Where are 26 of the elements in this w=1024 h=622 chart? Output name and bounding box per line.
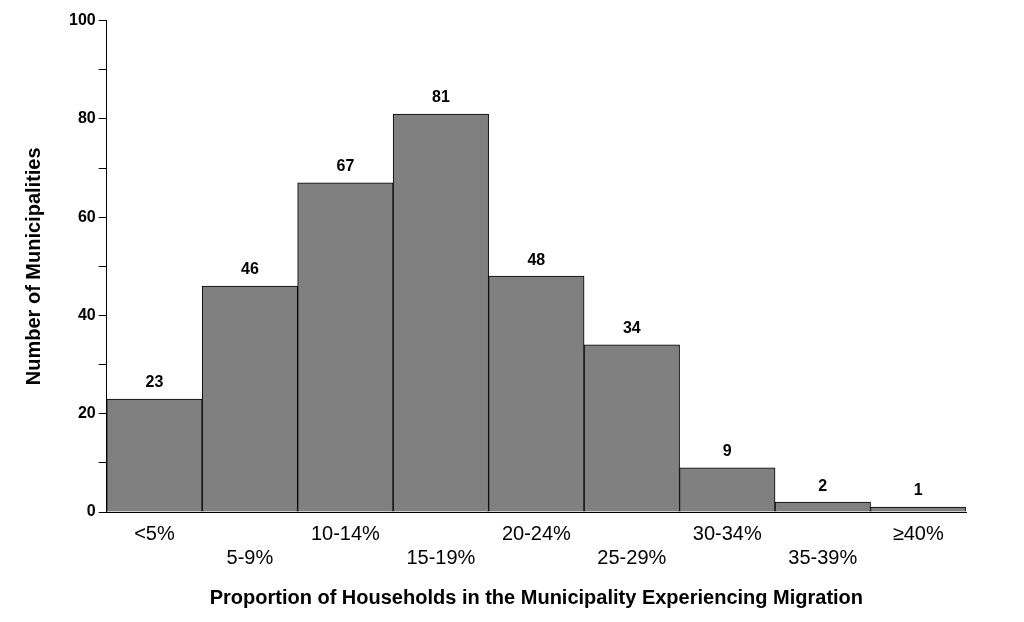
y-tick-label: 20 bbox=[77, 404, 96, 422]
y-tick-label: 60 bbox=[77, 207, 96, 225]
data-label: 34 bbox=[622, 319, 641, 337]
y-tick-label: 40 bbox=[77, 305, 96, 323]
data-label: 48 bbox=[527, 250, 546, 268]
y-tick-label: 0 bbox=[86, 502, 96, 520]
x-tick-label: 5-9% bbox=[226, 545, 274, 568]
data-label: 46 bbox=[241, 260, 259, 278]
x-tick-label: 30-34% bbox=[692, 521, 762, 544]
x-tick-label: 25-29% bbox=[597, 545, 667, 568]
x-tick-label: 35-39% bbox=[788, 545, 858, 568]
data-label: 1 bbox=[913, 481, 923, 499]
x-tick-label: 15-19% bbox=[406, 545, 476, 568]
data-label: 2 bbox=[818, 476, 828, 494]
y-axis-title: Number of Municipalities bbox=[21, 147, 44, 386]
y-tick-label: 100 bbox=[68, 11, 96, 29]
x-tick-label: <5% bbox=[134, 521, 175, 544]
y-tick-label: 80 bbox=[77, 109, 96, 127]
data-label: 81 bbox=[431, 88, 450, 106]
data-label: 23 bbox=[145, 373, 164, 391]
x-tick-label: 20-24% bbox=[501, 521, 572, 544]
x-axis-title: Proportion of Households in the Municipality Experiencing Migration bbox=[209, 585, 864, 608]
data-label: 67 bbox=[336, 157, 355, 175]
x-tick-label: 10-14% bbox=[310, 521, 381, 544]
data-label: 9 bbox=[722, 442, 732, 460]
x-tick-label: ≥40% bbox=[892, 521, 944, 544]
